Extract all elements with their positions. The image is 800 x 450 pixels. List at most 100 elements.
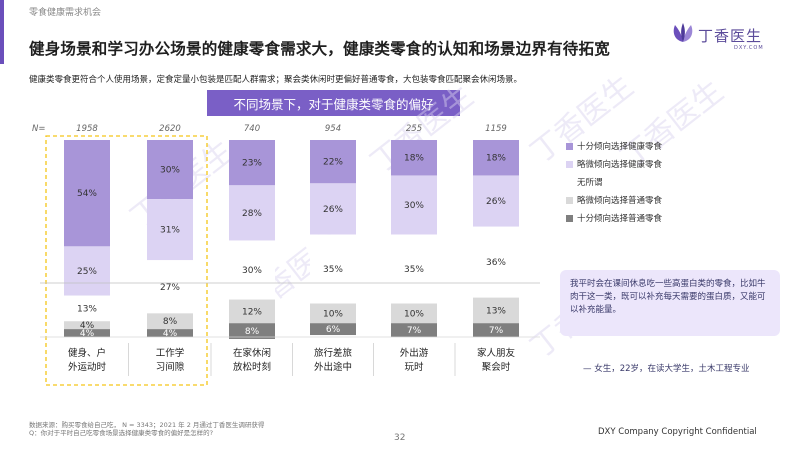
legend-label: 十分倾向选择普通零食 bbox=[577, 214, 663, 224]
highlight-box bbox=[45, 135, 208, 386]
data-label: 35% bbox=[404, 265, 424, 275]
data-label: 7% bbox=[489, 326, 504, 336]
data-label: 36% bbox=[486, 258, 506, 268]
data-label: 6% bbox=[326, 325, 341, 335]
legend-item: 十分倾向选择普通零食 bbox=[566, 209, 696, 227]
category-label: 健身、户 bbox=[68, 347, 106, 359]
bar-segment bbox=[229, 323, 275, 339]
legend-label: 无所谓 bbox=[577, 178, 603, 188]
data-label: 27% bbox=[160, 283, 180, 293]
quote-author: — 女生，22岁，在读大学生，土木工程专业 bbox=[583, 364, 750, 374]
bar-segment bbox=[391, 303, 437, 324]
flower-icon bbox=[673, 23, 693, 42]
data-label: 4% bbox=[80, 321, 95, 331]
logo-sub: DXY.COM bbox=[734, 45, 764, 51]
bar-segment bbox=[391, 175, 437, 235]
bar-segment bbox=[147, 140, 193, 200]
legend-item: 略微倾向选择普通零食 bbox=[566, 191, 696, 209]
bar-segment bbox=[64, 140, 110, 247]
data-label: 30% bbox=[404, 201, 424, 211]
legend-item: 略微倾向选择健康零食 bbox=[566, 155, 696, 173]
bar-segment bbox=[229, 185, 275, 241]
data-label: 13% bbox=[77, 304, 97, 314]
chart-title: 不同场景下，对于健康类零食的偏好 bbox=[207, 90, 460, 116]
data-label: 26% bbox=[486, 197, 506, 207]
data-label: 25% bbox=[77, 267, 97, 277]
data-label: 30% bbox=[242, 266, 262, 276]
subtitle: 健康类零食更符合个人使用场景，定食定量小包装是匹配人群需求；聚会类休闲时更偏好普… bbox=[29, 75, 523, 85]
data-label: 31% bbox=[160, 226, 180, 236]
bar-segment bbox=[310, 234, 356, 304]
category-label: 工作学 bbox=[156, 347, 185, 359]
bar-segment bbox=[147, 260, 193, 314]
n-value: 1958 bbox=[76, 124, 98, 134]
legend-label: 十分倾向选择健康零食 bbox=[577, 142, 663, 152]
data-label: 4% bbox=[163, 329, 178, 339]
bar-segment bbox=[229, 140, 275, 186]
bar-segment bbox=[391, 323, 437, 337]
category-label: 玩时 bbox=[404, 361, 424, 373]
page-number: 32 bbox=[394, 433, 406, 443]
bar-segment bbox=[473, 175, 519, 227]
legend-swatch bbox=[566, 214, 573, 222]
bar-segment bbox=[473, 297, 519, 324]
data-label: 18% bbox=[486, 154, 506, 164]
data-label: 54% bbox=[77, 189, 97, 199]
data-label: 12% bbox=[242, 307, 262, 317]
bar-segment bbox=[64, 246, 110, 296]
bar-segment bbox=[310, 183, 356, 235]
data-label: 13% bbox=[486, 306, 506, 316]
category-label: 放松时刻 bbox=[233, 361, 271, 373]
data-label: 8% bbox=[245, 327, 260, 337]
bar-segment bbox=[391, 140, 437, 176]
bar-segment bbox=[310, 323, 356, 336]
section-label: 零食健康需求机会 bbox=[29, 8, 102, 18]
n-value: 740 bbox=[244, 124, 260, 134]
data-label: 22% bbox=[323, 158, 343, 168]
bar-segment bbox=[473, 140, 519, 176]
legend-swatch bbox=[566, 160, 573, 168]
bar-segment bbox=[310, 303, 356, 324]
data-label: 35% bbox=[323, 265, 343, 275]
bar-segment bbox=[229, 240, 275, 300]
bar-segment bbox=[64, 329, 110, 337]
bar-segment bbox=[473, 226, 519, 298]
bar-segment bbox=[147, 199, 193, 261]
bar-segment bbox=[391, 234, 437, 304]
category-label: 旅行差旅 bbox=[314, 347, 353, 359]
bar-segment bbox=[147, 329, 193, 337]
copyright: DXY Company Copyright Confidential bbox=[598, 427, 757, 437]
question-line: Q：你对于平时自己吃零食场景选择健康类零食的偏好是怎样的? bbox=[29, 429, 214, 438]
category-label: 外出途中 bbox=[314, 361, 352, 373]
data-label: 23% bbox=[242, 159, 262, 169]
chart-legend: 十分倾向选择健康零食略微倾向选择健康零食无所谓略微倾向选择普通零食 十分倾向选择普… bbox=[566, 137, 696, 227]
bar-segment bbox=[310, 140, 356, 184]
page-title: 健身场景和学习办公场景的健康零食需求大，健康类零食的认知和场景边界有待拓宽 bbox=[29, 40, 610, 58]
quote-text: 我平时会在课间休息吃一些高蛋白类的零食，比如牛肉干这一类，既可以补充每天需要的蛋… bbox=[570, 279, 766, 316]
legend-swatch bbox=[566, 142, 573, 150]
category-label: 外出游 bbox=[400, 347, 429, 359]
bar-segment bbox=[229, 299, 275, 324]
source-line: 数据来源：购买零食给自己吃， N = 3343；2021 年 2 月通过丁香医生… bbox=[29, 421, 265, 429]
legend-swatch bbox=[566, 196, 573, 204]
n-value: 2620 bbox=[159, 124, 181, 134]
n-value: 1159 bbox=[485, 124, 507, 134]
accent-bar bbox=[0, 0, 4, 64]
legend-label: 略微倾向选择普通零食 bbox=[577, 196, 663, 206]
n-value: 255 bbox=[406, 124, 422, 134]
footer-source: 数据来源：购买零食给自己吃， N = 3343；2021 年 2 月通过丁香医生… bbox=[29, 421, 264, 438]
logo-text: 丁香医生 bbox=[698, 27, 763, 45]
data-label: 28% bbox=[242, 209, 262, 219]
data-label: 10% bbox=[404, 309, 424, 319]
bar-segment bbox=[473, 323, 519, 337]
data-label: 10% bbox=[323, 309, 343, 319]
category-label: 聚会时 bbox=[482, 361, 511, 373]
category-label: 习间隙 bbox=[156, 361, 185, 373]
bar-segment bbox=[147, 313, 193, 330]
bar-segment bbox=[64, 321, 110, 330]
legend-item: 十分倾向选择健康零食 bbox=[566, 137, 696, 155]
bar-segment bbox=[64, 295, 110, 322]
data-label: 26% bbox=[323, 205, 343, 215]
legend-item: 无所谓 bbox=[566, 173, 696, 191]
